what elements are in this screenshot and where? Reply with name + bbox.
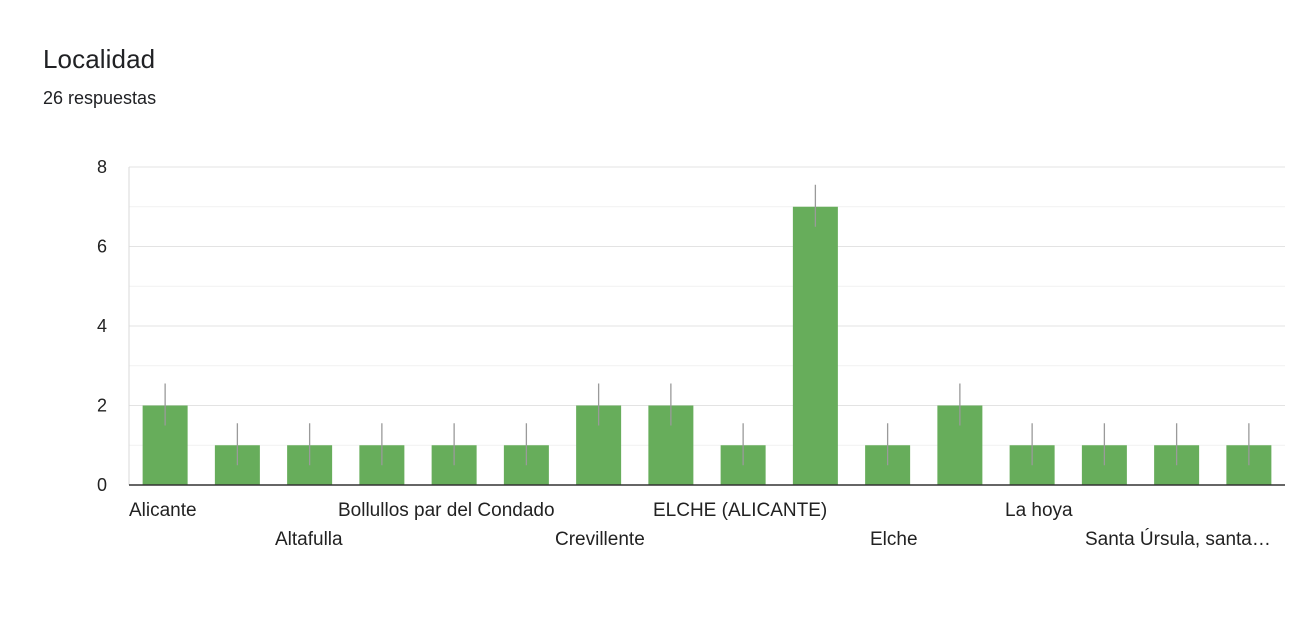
y-tick-label: 2 (97, 396, 107, 416)
x-category-label: La hoya (1005, 500, 1073, 521)
bar (792, 206, 838, 485)
x-category-label: Santa Úrsula, santa… (1085, 528, 1271, 550)
y-tick-label: 6 (97, 237, 107, 257)
x-category-label: Elche (870, 529, 918, 550)
x-category-label: Altafulla (275, 529, 343, 550)
y-tick-label: 0 (97, 475, 107, 495)
x-category-label: ELCHE (ALICANTE) (653, 500, 827, 521)
y-tick-label: 8 (97, 157, 107, 177)
y-tick-label: 4 (97, 316, 107, 336)
bars (142, 184, 1272, 485)
y-axis-ticks: 0 2 4 6 8 (97, 157, 107, 495)
gridlines (129, 166, 1285, 446)
x-category-label: Crevillente (555, 529, 645, 550)
x-category-label: Bollullos par del Condado (338, 500, 555, 521)
axes (128, 167, 1285, 486)
x-axis-labels: Alicante Altafulla Bollullos par del Conda… (129, 500, 1271, 550)
chart-title: Localidad (43, 44, 156, 74)
x-category-label: Alicante (129, 500, 197, 521)
response-count: 26 respuestas (43, 88, 157, 108)
